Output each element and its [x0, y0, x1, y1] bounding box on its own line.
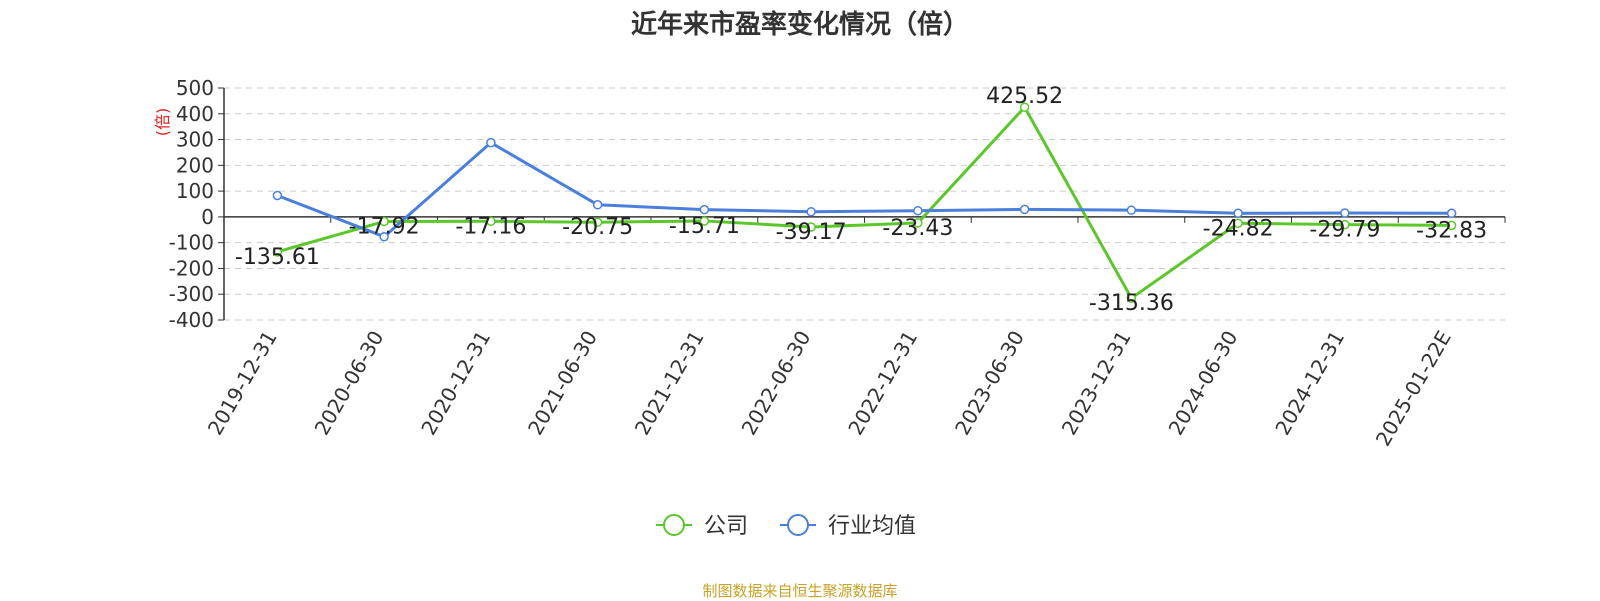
data-point: [486, 137, 496, 148]
data-point: [1233, 218, 1243, 229]
data-point: [913, 205, 923, 216]
data-label: -17.16: [455, 214, 526, 239]
data-point: [699, 216, 710, 226]
legend-label: 公司: [704, 514, 748, 539]
legend-marker: [663, 514, 685, 536]
data-point: [913, 218, 923, 228]
data-point: [1233, 208, 1243, 219]
series-line-0: [276, 105, 1452, 300]
data-label: -135.61: [235, 245, 320, 270]
data-point: [379, 231, 389, 242]
data-label: -24.82: [1203, 216, 1274, 241]
y-tick-label: 100: [176, 179, 214, 203]
x-tick-label: 2023-12-31: [1057, 327, 1136, 440]
data-label: 425.52: [986, 84, 1063, 109]
x-tick-label: 2021-06-30: [523, 327, 602, 440]
y-tick-label: -300: [169, 282, 214, 306]
grid-lines: [224, 87, 1505, 321]
data-point: [272, 190, 283, 201]
data-point: [806, 206, 816, 217]
x-tick-label: 2019-12-31: [203, 327, 282, 440]
legend-marker: [787, 514, 809, 536]
data-point: [1340, 208, 1350, 218]
y-tick-label: 0: [201, 205, 214, 229]
data-label: -29.79: [1309, 218, 1380, 243]
data-point: [1019, 102, 1030, 112]
axes: [218, 87, 1506, 321]
legend-label: 行业均值: [828, 514, 916, 539]
data-labels: -135.61 -17.92 -17.16 -20.75 -15.71 -39.17 -23…: [235, 84, 1487, 316]
y-tick-label: 200: [176, 153, 214, 177]
data-point: [1126, 293, 1137, 303]
x-tick-labels: 2019-12-31 2020-06-30 2020-12-31 2021-06-30…: [203, 327, 1456, 451]
y-tick-label: 500: [176, 76, 214, 100]
x-tick-label: 2022-12-31: [843, 327, 922, 440]
data-point: [592, 217, 603, 227]
data-point: [272, 247, 283, 257]
x-tick-label: 2020-12-31: [416, 327, 495, 440]
data-point: [699, 204, 710, 215]
x-tick-label: 2020-06-30: [310, 327, 389, 440]
data-point: [486, 216, 496, 227]
data-label: -315.36: [1089, 291, 1174, 316]
data-label: -39.17: [776, 220, 847, 245]
data-label: -32.83: [1416, 218, 1487, 243]
x-tick-label: 2023-06-30: [950, 327, 1029, 440]
y-tick-label: -400: [169, 308, 214, 332]
data-point: [1446, 208, 1457, 219]
x-tick-label: 2024-12-31: [1270, 327, 1349, 440]
x-tick-label: 2024-06-30: [1164, 327, 1243, 440]
legend-item-0[interactable]: 公司: [656, 514, 748, 539]
data-point: [1126, 205, 1137, 215]
legend-item-1[interactable]: 行业均值: [780, 514, 916, 539]
x-tick-label: 2025-01-22E: [1371, 327, 1456, 451]
data-point: [1019, 204, 1030, 215]
data-label: -20.75: [562, 215, 633, 240]
source-note: 制图数据来自恒生聚源数据库: [702, 582, 898, 600]
y-tick-label: 300: [176, 128, 214, 152]
y-tick-label: -100: [169, 231, 214, 255]
data-label: -15.71: [669, 214, 740, 239]
data-label: -23.43: [882, 216, 953, 241]
x-tick-label: 2022-06-30: [737, 327, 816, 440]
y-tick-label: -200: [169, 256, 214, 280]
y-axis-label: (倍): [153, 108, 172, 137]
legend: 公司 行业均值: [656, 514, 916, 539]
data-point: [806, 222, 816, 232]
y-tick-label: 400: [176, 102, 214, 126]
series-lines: [272, 102, 1457, 303]
series-line-1: [276, 141, 1452, 239]
data-point: [592, 200, 603, 210]
chart-title: 近年来市盈率变化情况（倍）: [630, 10, 969, 40]
x-tick-label: 2021-12-31: [630, 327, 709, 440]
data-point: [1446, 220, 1457, 231]
data-point: [1340, 219, 1350, 230]
data-point: [379, 216, 389, 227]
data-label: -17.92: [349, 215, 420, 240]
